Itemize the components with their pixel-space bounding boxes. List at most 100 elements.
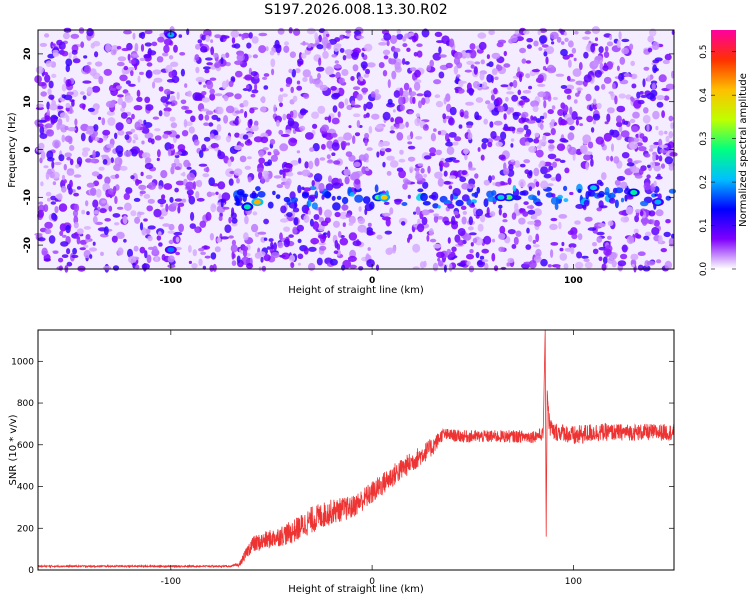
spectrogram-cell: [216, 124, 222, 132]
spectrogram-cell: [170, 166, 175, 175]
spectrogram-cell: [345, 213, 351, 218]
spectrogram-cell: [173, 231, 183, 236]
spectrogram-cell: [402, 36, 407, 42]
spectrogram-cell: [423, 155, 432, 160]
spectrogram-cell: [201, 97, 210, 103]
spectrogram-cell: [298, 157, 302, 164]
spectrogram-cell: [652, 153, 656, 162]
spectrogram-cell: [382, 111, 391, 121]
spectrogram-cell: [194, 54, 200, 61]
spectrogram-cell: [567, 146, 577, 155]
spectrogram-cell: [206, 80, 214, 90]
spectrogram-cell: [468, 226, 474, 231]
spectrogram-cell: [365, 167, 370, 172]
spectrogram-cell: [144, 250, 148, 259]
spectrogram-cell: [39, 157, 43, 164]
spectrogram-cell: [165, 101, 173, 105]
spectrogram-cell: [321, 124, 329, 132]
spectrogram-cell: [139, 190, 146, 195]
spectrogram-cell: [308, 160, 314, 170]
spectrogram-cell: [199, 220, 207, 228]
spectrogram-cell: [188, 245, 192, 253]
spectrogram-cell: [380, 147, 387, 152]
spectrogram-cell: [327, 230, 331, 239]
spectrogram-cell: [297, 262, 301, 266]
spectrogram-hotspot: [243, 204, 251, 210]
spectrogram-cell: [477, 32, 487, 39]
spectrogram-cell: [242, 134, 249, 140]
spectrogram-cell: [308, 194, 318, 199]
spectrogram-cell: [284, 163, 293, 169]
spectrogram-cell: [603, 248, 612, 256]
spectrogram-cell: [345, 30, 352, 34]
spectrogram-cell: [275, 194, 281, 200]
spectrogram-cell: [275, 120, 280, 127]
spectrogram-cell: [52, 52, 60, 57]
spectrogram-cell: [434, 94, 441, 99]
spectrogram-cell: [458, 80, 467, 84]
spectrogram-cell: [170, 102, 176, 107]
spectrogram-cell: [478, 41, 487, 51]
spectrogram-cell: [169, 143, 175, 149]
spectrogram-cell: [450, 193, 454, 202]
spectrogram-cell: [398, 96, 404, 106]
spectrogram-cell: [45, 191, 52, 197]
spectrogram-cell: [637, 99, 645, 105]
spectrogram-cell: [475, 251, 480, 259]
spectrogram-cell: [432, 262, 439, 272]
spectrogram-cell: [99, 208, 107, 214]
spectrogram-cell: [491, 190, 497, 196]
spectrogram-cell: [123, 65, 129, 71]
spectrogram-cell: [493, 265, 499, 272]
spectrogram-cell: [412, 96, 416, 104]
spectrogram-cell: [195, 180, 199, 187]
spectrogram-cell: [277, 27, 285, 35]
spectrogram-cell: [670, 122, 674, 129]
spectrogram-cell: [490, 131, 497, 139]
spectrogram-cell: [475, 97, 484, 103]
spectrogram-cell: [234, 93, 242, 100]
spectrogram-cell: [445, 62, 453, 69]
spectrogram-cell: [216, 205, 226, 214]
spectrogram-cell: [311, 180, 315, 187]
spectrogram-cell: [590, 43, 596, 53]
spectrogram-cell: [231, 250, 235, 260]
spectrogram-cell: [480, 154, 485, 161]
spectrogram-cell: [383, 32, 392, 41]
spectrogram-cell: [127, 53, 131, 61]
spectrogram-cell: [296, 85, 303, 91]
spectrogram-cell: [497, 105, 505, 113]
spectrogram-cell: [171, 202, 180, 207]
spectrogram-cell: [547, 183, 554, 187]
spectrogram-cell: [466, 198, 472, 206]
spectrogram-cell: [631, 98, 635, 103]
spectrogram-cell: [163, 44, 170, 54]
spectrogram-cell: [626, 195, 634, 200]
spectrogram-cell: [66, 156, 72, 161]
spectrogram-cell: [144, 29, 153, 35]
spectrogram-cell: [390, 125, 395, 131]
spectrogram-cell: [288, 68, 293, 74]
spectrogram-cell: [539, 123, 544, 130]
spectrogram-cell: [517, 89, 522, 96]
spectrogram-cell: [342, 222, 346, 227]
spectrogram-cell: [134, 264, 140, 270]
snr-frame: [37, 329, 675, 571]
spectrogram-x-ticks: -100 0 100: [160, 30, 583, 286]
spectrogram-cell: [643, 235, 650, 241]
spectrogram-cell: [56, 122, 60, 131]
spectrogram-cell: [363, 73, 370, 78]
spectrogram-cell: [153, 77, 163, 83]
spectrogram-cell: [596, 179, 603, 185]
spectrogram-cell: [420, 167, 425, 174]
snr-y-tick-label: 600: [17, 441, 34, 451]
spectrogram-cell: [126, 119, 131, 124]
spectrogram-cell: [145, 104, 154, 111]
spectrogram-cell: [341, 264, 346, 271]
spectrogram-cell: [43, 165, 49, 169]
spectrogram-cell: [439, 160, 444, 168]
spectrogram-cell: [66, 168, 75, 176]
spectrogram-cell: [559, 247, 564, 252]
spectrogram-cell: [112, 49, 117, 54]
spectrogram-cell: [558, 221, 562, 230]
